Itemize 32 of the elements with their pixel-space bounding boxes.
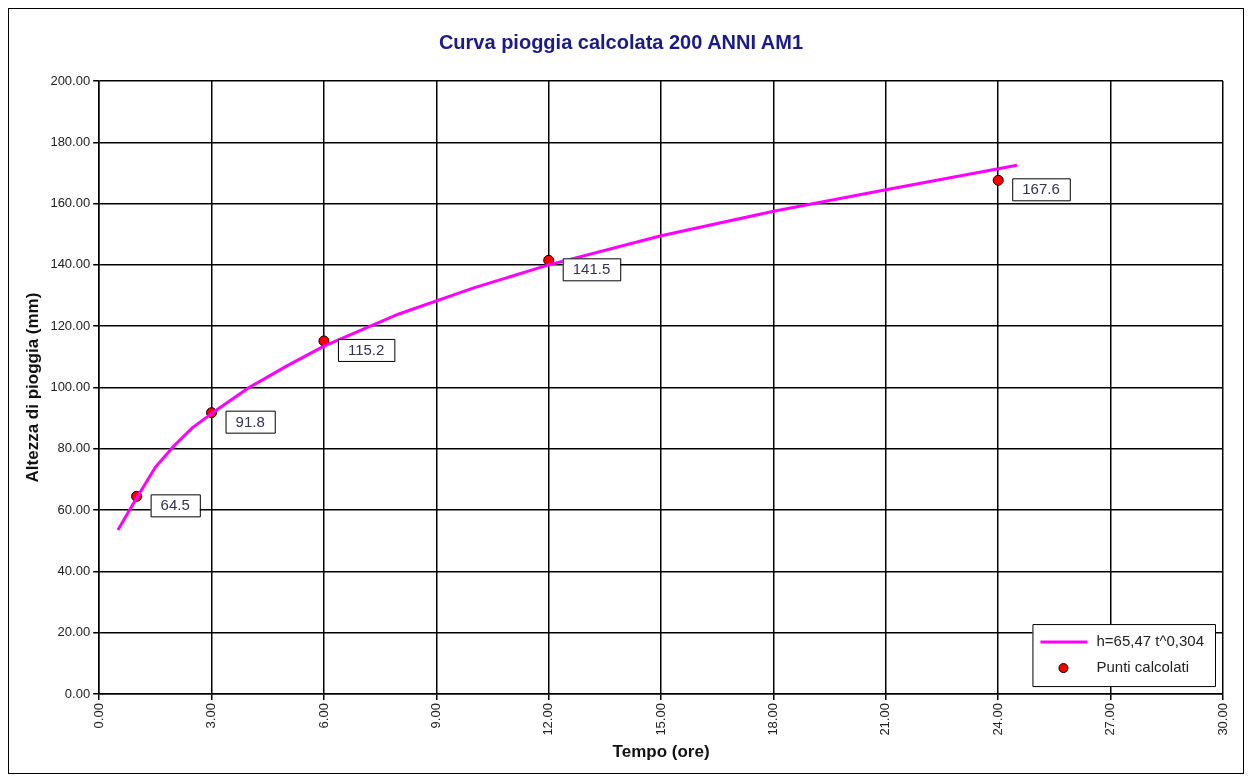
- y-tick-label: 160.00: [50, 195, 91, 211]
- y-tick-label: 80.00: [57, 440, 91, 456]
- x-tick-label: 3.00: [203, 703, 219, 729]
- x-tick-label: 18.00: [765, 703, 781, 736]
- data-label: 91.8: [235, 412, 265, 430]
- y-axis-title: Altezza di pioggia (mm): [22, 292, 42, 483]
- y-tick-label: 60.00: [57, 501, 91, 517]
- legend-label: h=65,47 t^0,304: [1096, 632, 1205, 650]
- y-tick-label: 40.00: [57, 563, 91, 579]
- y-tick-label: 0.00: [64, 685, 91, 701]
- x-tick-label: 30.00: [1214, 703, 1230, 736]
- y-tick-label: 120.00: [50, 317, 91, 333]
- y-tick-label: 100.00: [50, 379, 91, 395]
- x-tick-label: 27.00: [1102, 703, 1118, 736]
- x-tick-label: 15.00: [652, 703, 668, 736]
- y-tick-label: 180.00: [50, 133, 91, 149]
- x-tick-label: 12.00: [540, 703, 556, 736]
- x-tick-label: 21.00: [877, 703, 893, 736]
- chart-title: Curva pioggia calcolata 200 ANNI AM1: [438, 30, 804, 53]
- y-tick-label: 20.00: [57, 624, 91, 640]
- x-axis-title: Tempo (ore): [612, 742, 710, 762]
- data-label: 115.2: [347, 341, 385, 359]
- point: [992, 174, 1004, 186]
- y-tick-label: 200.00: [50, 72, 91, 88]
- y-tick-label: 140.00: [50, 256, 91, 272]
- x-tick-label: 9.00: [427, 703, 443, 729]
- data-label: 64.5: [160, 496, 190, 514]
- legend-label: Punti calcolati: [1096, 658, 1190, 676]
- data-label: 167.6: [1022, 180, 1060, 198]
- x-tick-label: 6.00: [315, 703, 331, 729]
- x-tick-label: 24.00: [989, 703, 1005, 736]
- data-label: 141.5: [572, 260, 611, 278]
